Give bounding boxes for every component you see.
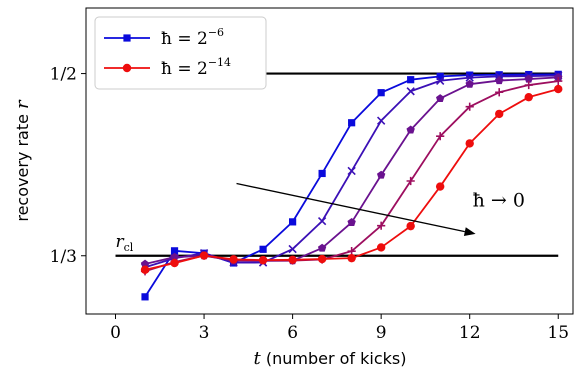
data-point — [347, 218, 356, 226]
data-point — [317, 243, 327, 252]
series-2 — [140, 71, 563, 272]
data-point — [554, 77, 563, 86]
data-point — [406, 87, 415, 96]
data-point — [347, 166, 356, 176]
data-point — [495, 76, 504, 85]
data-point — [347, 247, 356, 256]
data-point — [376, 243, 386, 252]
annotation-arrow — [236, 182, 465, 233]
data-point — [524, 74, 533, 83]
data-point — [465, 139, 474, 148]
y-tick-label: 1/3 — [50, 247, 77, 267]
data-point — [140, 265, 150, 274]
legend-box — [94, 16, 267, 90]
data-point — [435, 182, 445, 191]
data-point — [407, 76, 415, 84]
data-point — [525, 70, 533, 79]
reference-line-label: rcl — [116, 232, 134, 254]
data-point — [258, 255, 268, 265]
legend-label: ħ = 2−14 — [161, 56, 231, 79]
y-tick-label: 1/2 — [50, 65, 77, 85]
series-5 — [140, 84, 563, 274]
series-4 — [140, 77, 563, 276]
legend-label: ħ = 2−6 — [161, 26, 224, 49]
data-point — [524, 92, 533, 102]
data-point — [347, 253, 356, 263]
annotation-label: ħ → 0 — [473, 189, 525, 211]
x-tick-label: 0 — [110, 323, 121, 343]
series-line — [144, 80, 559, 273]
x-tick-label: 3 — [199, 323, 210, 343]
series-1 — [141, 70, 562, 301]
data-point — [199, 251, 209, 260]
data-point — [170, 252, 179, 261]
x-tick-label: 12 — [459, 323, 481, 343]
legend-marker — [123, 34, 131, 42]
legend-entry: ħ = 2−6 — [104, 26, 224, 49]
data-point — [317, 254, 327, 264]
data-point — [436, 72, 444, 81]
data-point — [465, 73, 474, 82]
data-point — [406, 221, 415, 231]
data-point — [495, 88, 504, 97]
data-point — [554, 84, 563, 94]
data-point — [140, 259, 150, 268]
data-point — [376, 170, 386, 179]
legend: ħ = 2−6 ħ = 2−14 — [94, 16, 267, 90]
data-point — [524, 80, 533, 90]
plot-frame — [85, 7, 574, 315]
annotation-arrow-head — [463, 227, 476, 237]
data-point — [554, 73, 563, 81]
data-point — [288, 255, 297, 264]
data-point — [318, 169, 326, 178]
data-point — [170, 247, 179, 255]
data-point — [288, 244, 297, 254]
data-point — [406, 176, 415, 186]
data-point — [229, 255, 238, 264]
data-point — [348, 119, 356, 127]
data-point — [377, 221, 386, 230]
data-point — [465, 102, 474, 111]
data-point — [436, 94, 445, 103]
y-axis-label: recovery rate r — [12, 99, 33, 222]
data-point — [495, 109, 504, 119]
x-axis: 0 3 6 9 12 15 — [110, 314, 569, 343]
x-tick-label: 15 — [547, 323, 569, 343]
legend-entry: ħ = 2−14 — [104, 56, 231, 79]
x-tick-label: 9 — [376, 323, 387, 343]
y-axis: 1/2 1/3 — [50, 65, 86, 267]
data-point — [436, 76, 445, 85]
series-line — [144, 73, 559, 298]
data-point — [259, 245, 267, 253]
data-point — [436, 132, 445, 141]
data-point — [406, 125, 415, 134]
data-point — [170, 258, 179, 268]
data-point — [466, 71, 474, 79]
data-point — [376, 116, 386, 125]
x-tick-label: 6 — [287, 323, 298, 343]
series-group — [140, 70, 563, 301]
data-point — [141, 293, 149, 301]
annotation: ħ → 0 — [236, 182, 525, 237]
legend-marker — [122, 63, 132, 73]
data-point — [289, 218, 297, 226]
data-point — [465, 79, 474, 88]
data-point — [495, 71, 503, 79]
x-axis-label: t (number of kicks) — [254, 348, 407, 369]
data-point — [377, 89, 385, 97]
data-point — [317, 216, 327, 226]
